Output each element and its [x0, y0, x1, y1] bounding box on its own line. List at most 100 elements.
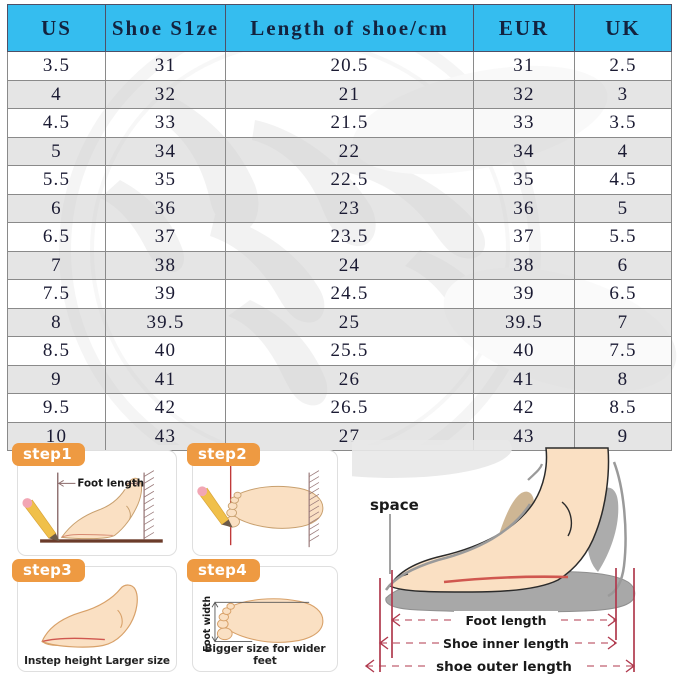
- table-cell: 26.5: [225, 393, 474, 423]
- step3-tag: step3: [12, 559, 85, 582]
- table-cell: 37: [105, 222, 226, 252]
- table-cell: 32: [105, 79, 226, 109]
- table-cell: 2.5: [574, 51, 672, 81]
- table-cell: 23.5: [225, 222, 474, 252]
- table-cell: 4.5: [574, 165, 672, 195]
- table-cell: 6: [574, 250, 672, 280]
- table-row: 3.5 31 20.5 31 2.5: [7, 51, 672, 81]
- table-cell: 6.5: [574, 279, 672, 309]
- table-row: 9.5 42 26.5 42 8.5: [7, 393, 672, 423]
- table-cell: 20.5: [225, 51, 474, 81]
- column-header-uk: UK: [574, 4, 672, 52]
- table-row: 9 41 26 41 8: [7, 364, 672, 394]
- table-cell: 40: [105, 336, 226, 366]
- column-header-us: US: [7, 4, 106, 52]
- label-shoe-outer-length: shoe outer length: [436, 659, 572, 675]
- step1-illustration: Foot length: [22, 470, 163, 543]
- table-row: 7.5 39 24.5 39 6.5: [7, 279, 672, 309]
- step2-illustration: [197, 464, 324, 548]
- table-row: 5 34 22 34 4: [7, 136, 672, 166]
- step4-caption: Bigger size for wider feet: [204, 643, 326, 667]
- shoe-size-table: US Shoe S1ze Length of shoe/cm EUR UK 3.…: [7, 4, 672, 451]
- column-header-length: Length of shoe/cm: [225, 4, 474, 52]
- table-cell: 5: [7, 136, 106, 166]
- table-cell: 39: [473, 279, 575, 309]
- table-header-row: US Shoe S1ze Length of shoe/cm EUR UK: [7, 4, 672, 52]
- table-cell: 34: [473, 136, 575, 166]
- table-cell: 4: [7, 79, 106, 109]
- table-cell: 21: [225, 79, 474, 109]
- table-cell: 35: [473, 165, 575, 195]
- table-cell: 24.5: [225, 279, 474, 309]
- table-body: 3.5 31 20.5 31 2.5 4 32 21 32 3 4.5 33 21.5 33 3.5 5 34 2…: [7, 51, 672, 451]
- dimension-foot-length: Foot length: [390, 611, 618, 629]
- dimension-shoe-outer-length: shoe outer length: [364, 656, 636, 675]
- table-cell: 7: [574, 307, 672, 337]
- table-cell: 8.5: [7, 336, 106, 366]
- table-cell: 31: [105, 51, 226, 81]
- step1-card: Foot length step1: [12, 443, 177, 556]
- table-row: 4.5 33 21.5 33 3.5: [7, 108, 672, 138]
- table-cell: 9.5: [7, 393, 106, 423]
- wall-hatch: [308, 470, 320, 548]
- table-row: 6.5 37 23.5 37 5.5: [7, 222, 672, 252]
- table-cell: 31: [473, 51, 575, 81]
- table-cell: 8: [7, 307, 106, 337]
- step1-measure-label: Foot length: [77, 477, 144, 489]
- table-cell: 40: [473, 336, 575, 366]
- table-cell: 33: [473, 108, 575, 138]
- foot-shape: [388, 447, 610, 593]
- measure-guides: [379, 568, 635, 672]
- table-row: 8 39.5 25 39.5 7: [7, 307, 672, 337]
- step4-card: Foot width step4 Bigger size for wider f…: [187, 559, 338, 672]
- table-cell: 7.5: [7, 279, 106, 309]
- table-cell: 8.5: [574, 393, 672, 423]
- step1-tag: step1: [12, 443, 85, 466]
- shoe-fit-diagram: space Foot length Shoe inner length shoe…: [352, 440, 636, 675]
- column-header-eur: EUR: [473, 4, 575, 52]
- label-foot-length: Foot length: [465, 613, 546, 628]
- table-row: 6 36 23 36 5: [7, 193, 672, 223]
- step4-tag: step4: [187, 559, 260, 582]
- table-cell: 35: [105, 165, 226, 195]
- table-cell: 4.5: [7, 108, 106, 138]
- table-cell: 5: [574, 193, 672, 223]
- measurement-guide-panel: Foot length step1: [0, 440, 679, 682]
- table-cell: 36: [105, 193, 226, 223]
- table-cell: 5.5: [574, 222, 672, 252]
- pencil-icon: [22, 498, 60, 542]
- table-cell: 34: [105, 136, 226, 166]
- table-cell: 7.5: [574, 336, 672, 366]
- step3-card: step3 Instep height Larger size: [12, 559, 177, 672]
- table-cell: 26: [225, 364, 474, 394]
- space-label: space: [370, 496, 419, 514]
- table-row: 7 38 24 38 6: [7, 250, 672, 280]
- step4-measure-label: Foot width: [202, 596, 213, 652]
- table-cell: 9: [7, 364, 106, 394]
- table-cell: 8: [574, 364, 672, 394]
- dimension-shoe-inner-length: Shoe inner length: [378, 634, 618, 652]
- shoe-upper-outline: [384, 503, 532, 591]
- table-cell: 42: [473, 393, 575, 423]
- table-cell: 9: [574, 421, 672, 451]
- table-cell: 3: [574, 79, 672, 109]
- step2-card: step2: [187, 443, 338, 556]
- table-cell: 6: [7, 193, 106, 223]
- table-cell: 41: [473, 364, 575, 394]
- table-cell: 21.5: [225, 108, 474, 138]
- table-cell: 38: [105, 250, 226, 280]
- table-cell: 41: [105, 364, 226, 394]
- table-cell: 39: [105, 279, 226, 309]
- table-cell: 36: [473, 193, 575, 223]
- table-cell: 23: [225, 193, 474, 223]
- step3-caption: Instep height Larger size: [24, 655, 170, 667]
- table-cell: 4: [574, 136, 672, 166]
- insole-line: [443, 575, 569, 584]
- table-cell: 42: [105, 393, 226, 423]
- step2-tag: step2: [187, 443, 260, 466]
- table-cell: 7: [7, 250, 106, 280]
- table-cell: 3.5: [574, 108, 672, 138]
- label-shoe-inner-length: Shoe inner length: [443, 636, 569, 651]
- table-cell: 25: [225, 307, 474, 337]
- table-row: 4 32 21 32 3: [7, 79, 672, 109]
